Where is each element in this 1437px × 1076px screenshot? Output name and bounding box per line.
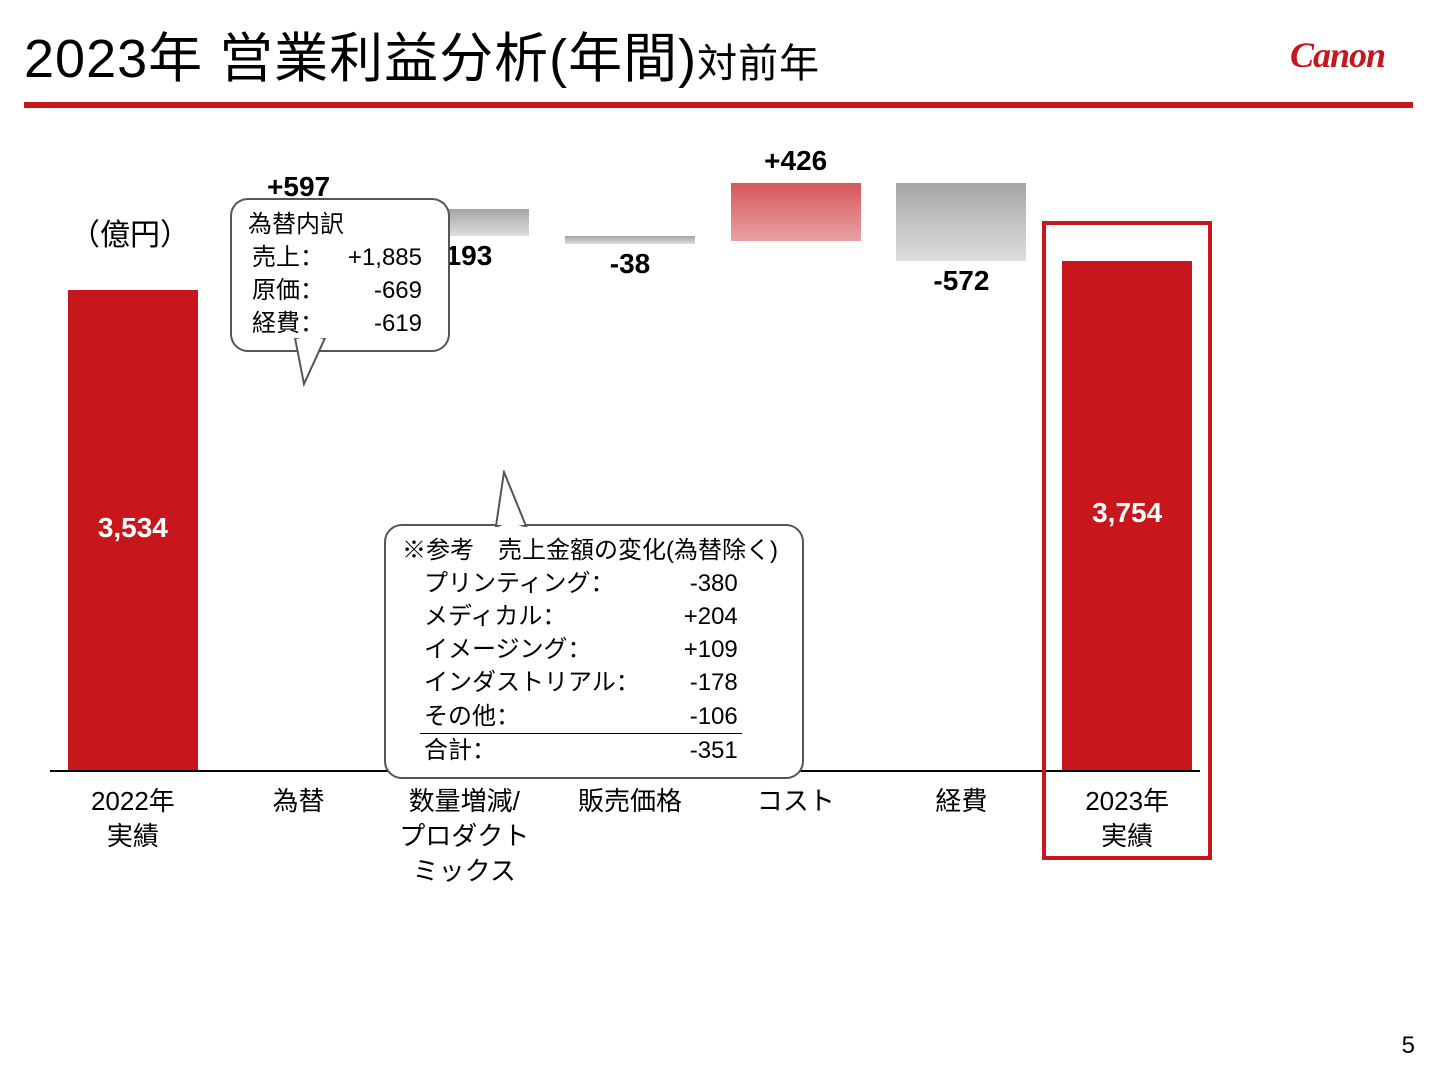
waterfall-bar-expense [896, 183, 1026, 261]
unit-label: （億円） [70, 210, 190, 254]
ref-row-label: プリンティング： [420, 567, 644, 600]
fx-row-label: 売上： [248, 241, 328, 274]
fx-row-value: -619 [328, 307, 426, 340]
ref-row-label: メディカル： [420, 600, 644, 633]
ref-callout-table: プリンティング： -380 メディカル： +204 イメージング： +109 イ… [420, 567, 742, 767]
bar-value-label: +426 [696, 145, 896, 177]
fx-row-label: 経費： [248, 307, 328, 340]
fx-callout-tail [290, 338, 350, 398]
ref-row-value: -178 [644, 666, 742, 699]
ref-row-value: +204 [644, 600, 742, 633]
end-bar-frame [1042, 221, 1212, 860]
page-number: 5 [1402, 1032, 1415, 1060]
bar-value-label: 3,534 [33, 512, 233, 544]
fx-row-value: +1,885 [328, 241, 426, 274]
ref-row-label: イメージング： [420, 633, 644, 666]
canon-logo: Canon [1290, 34, 1385, 76]
waterfall-bar-price [565, 236, 695, 244]
title-underline [24, 102, 1413, 108]
ref-row-label: インダストリアル： [420, 666, 644, 699]
ref-total-label: 合計： [420, 733, 644, 767]
ref-row-value: -380 [644, 567, 742, 600]
bar-value-label: -38 [530, 248, 730, 280]
ref-callout-tail [460, 470, 530, 530]
fx-callout-table: 売上： +1,885 原価： -669 経費： -619 [248, 241, 426, 340]
ref-callout-title: ※参考 売上金額の変化(為替除く) [402, 534, 786, 567]
ref-row-label: その他： [420, 700, 644, 734]
bar-value-label: -572 [861, 265, 1061, 297]
fx-callout-title: 為替内訳 [248, 208, 432, 241]
page-title-sub: 対前年 [697, 42, 820, 86]
ref-row-value: -106 [644, 700, 742, 734]
page-title-main: 2023年 営業利益分析(年間) [24, 29, 697, 89]
waterfall-bar-cost [731, 183, 861, 241]
reference-breakdown-callout: ※参考 売上金額の変化(為替除く) プリンティング： -380 メディカル： +… [384, 524, 804, 779]
fx-breakdown-callout: 為替内訳 売上： +1,885 原価： -669 経費： -619 [230, 198, 450, 352]
page-title: 2023年 営業利益分析(年間)対前年 [24, 29, 820, 89]
fx-row-label: 原価： [248, 274, 328, 307]
ref-row-value: +109 [644, 633, 742, 666]
fx-row-value: -669 [328, 274, 426, 307]
ref-total-value: -351 [644, 733, 742, 767]
